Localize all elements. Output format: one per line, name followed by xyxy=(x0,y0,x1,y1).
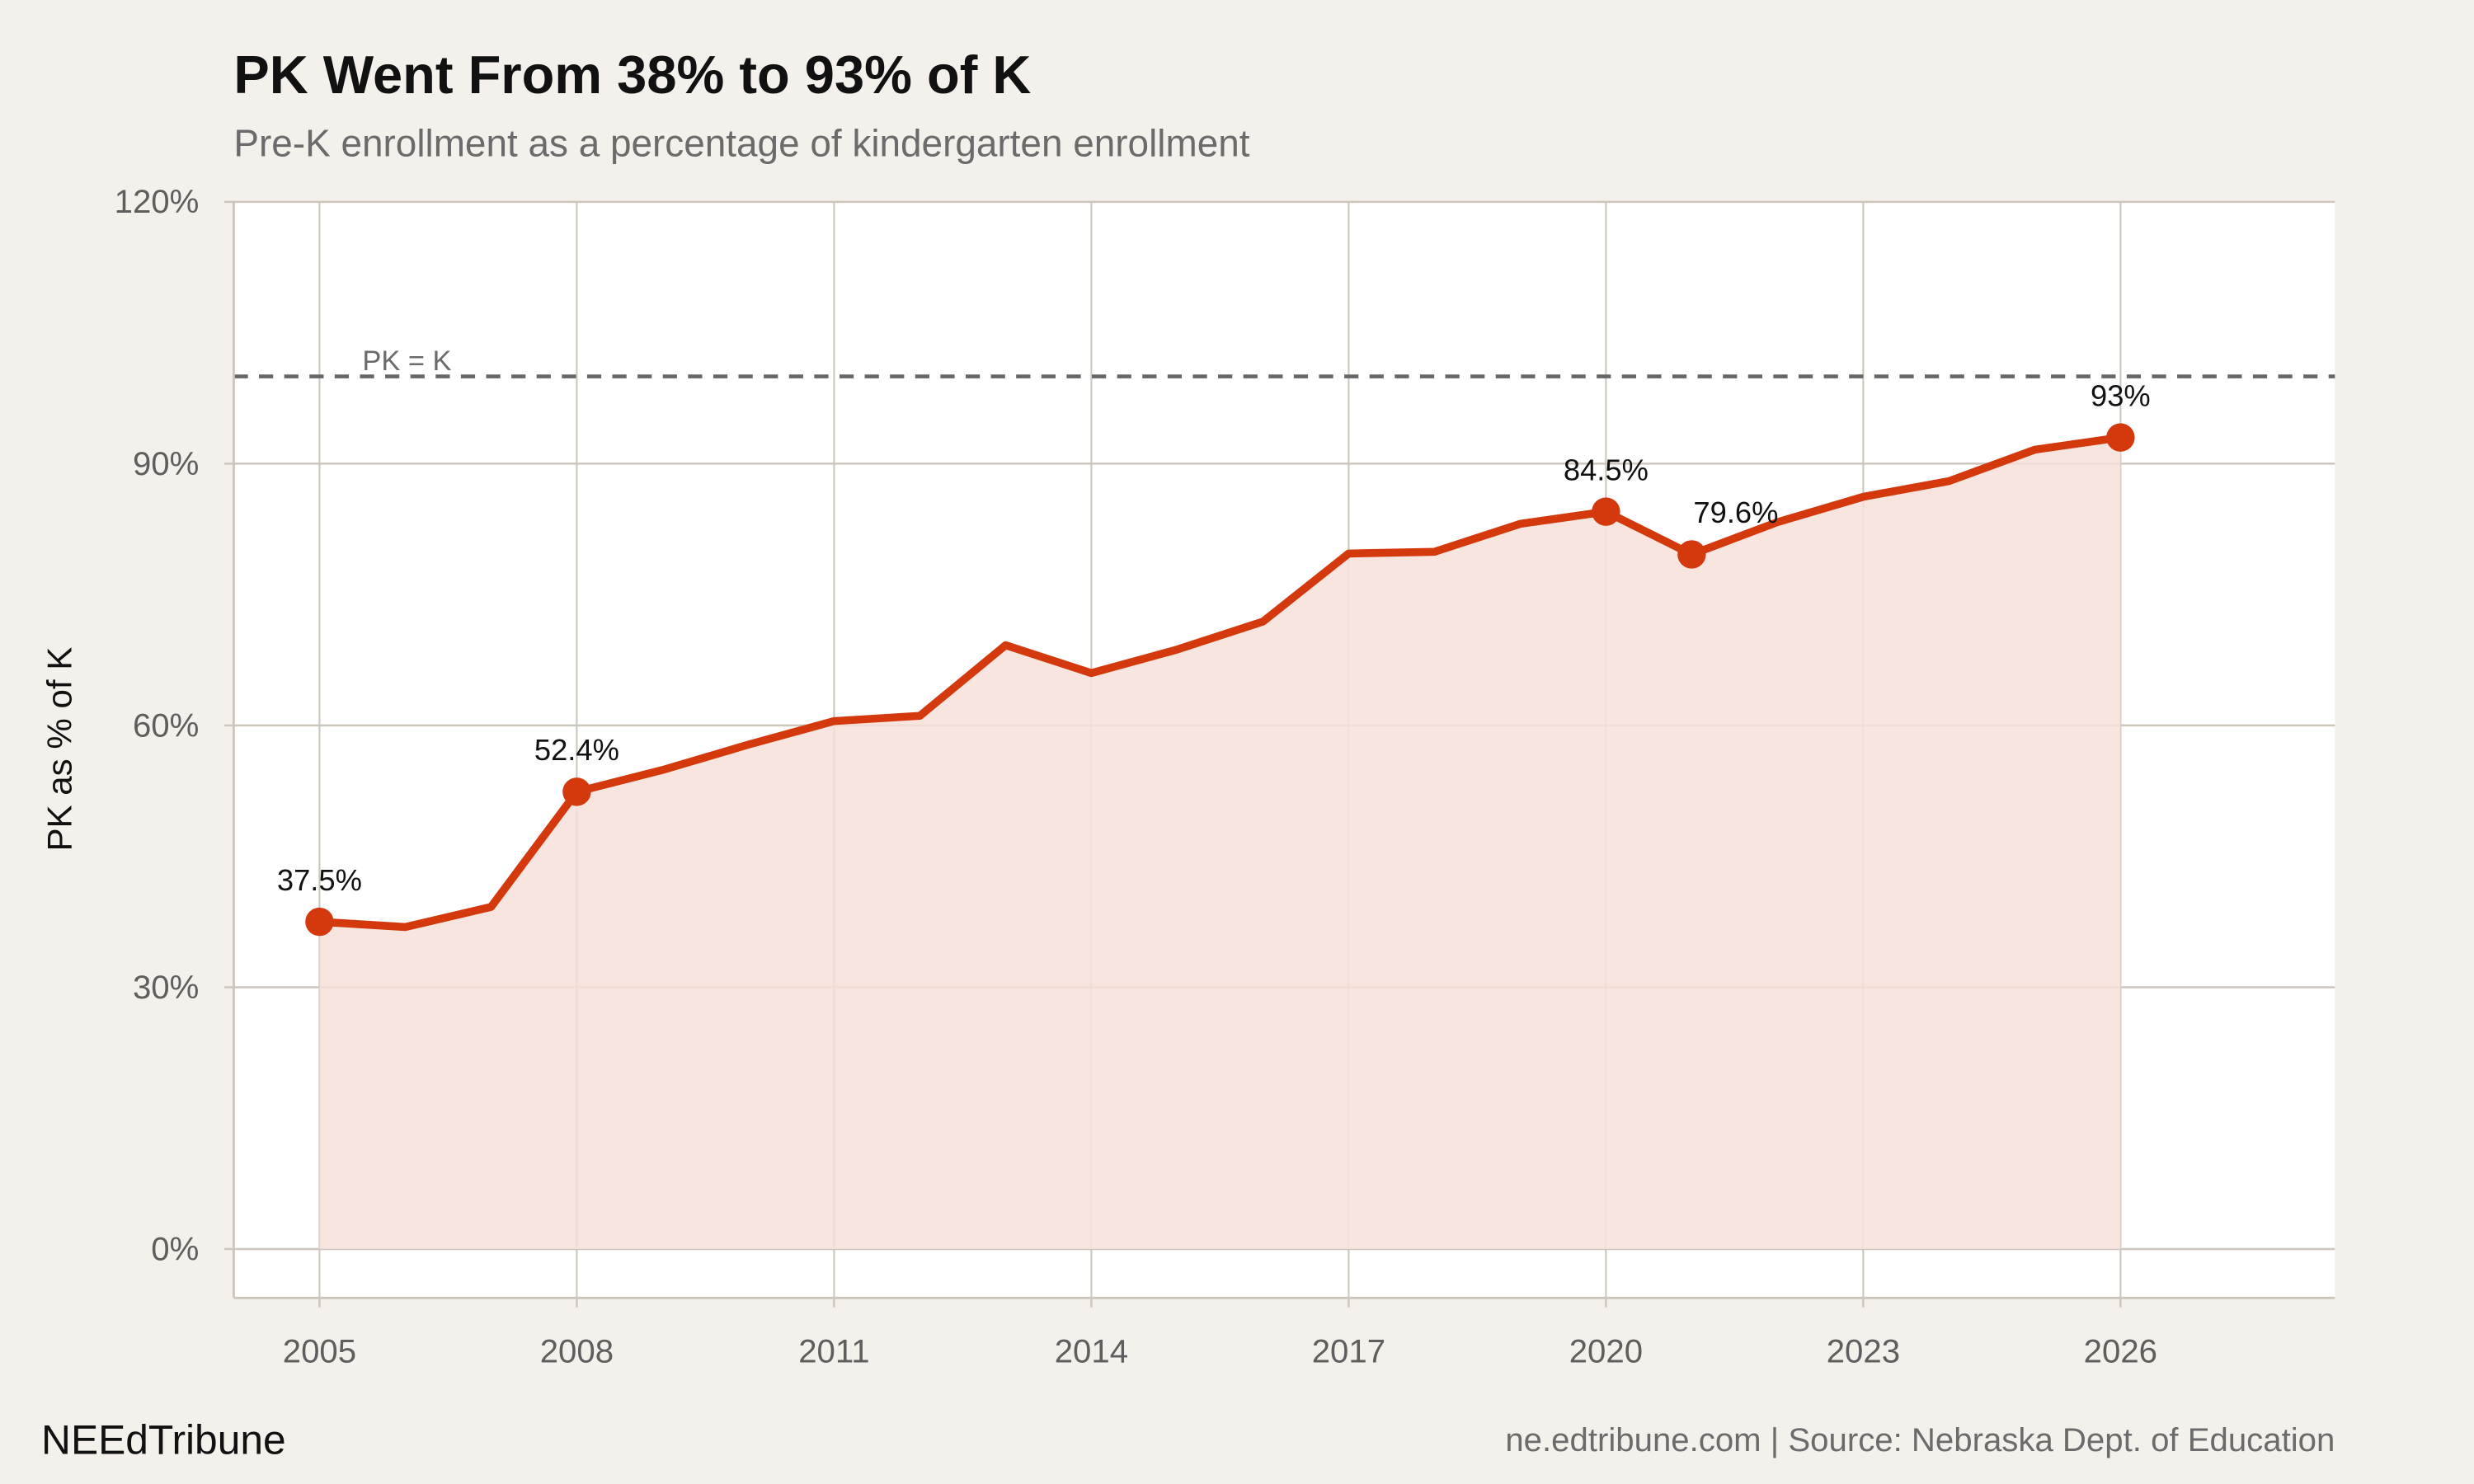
data-point-marker xyxy=(1592,497,1620,526)
source-note: ne.edtribune.com | Source: Nebraska Dept… xyxy=(1505,1421,2335,1458)
y-tick-label: 60% xyxy=(133,707,199,744)
x-tick-label: 2005 xyxy=(283,1333,356,1370)
x-tick-label: 2008 xyxy=(540,1333,614,1370)
data-point-marker xyxy=(305,907,334,937)
x-tick-label: 2026 xyxy=(2084,1333,2157,1370)
data-label: 84.5% xyxy=(1564,453,1649,486)
reference-line-label: PK = K xyxy=(362,345,451,377)
chart-subtitle: Pre-K enrollment as a percentage of kind… xyxy=(233,121,1249,164)
data-point-marker xyxy=(1677,540,1706,569)
y-axis-label: PK as % of K xyxy=(40,647,78,852)
x-tick-label: 2017 xyxy=(1312,1333,1385,1370)
data-point-marker xyxy=(2106,423,2135,452)
axis-ticks: 0% 30% 60% 90% 120% 2005 2008 2011 2014 2017 2020 2… xyxy=(115,183,2335,1370)
series-line xyxy=(319,433,2122,932)
data-marks: PK = K 37.5% 52.4% 84.5% 79.6% 93% xyxy=(233,345,2335,1250)
x-tick-label: 2020 xyxy=(1569,1333,1643,1370)
area-fill xyxy=(319,437,2121,1250)
data-label: 37.5% xyxy=(277,863,362,897)
x-tick-label: 2014 xyxy=(1055,1333,1128,1370)
chart-title: PK Went From 38% to 93% of K xyxy=(233,45,1031,105)
data-label: 79.6% xyxy=(1693,495,1778,529)
data-label: 52.4% xyxy=(534,733,619,767)
y-tick-label: 30% xyxy=(133,969,199,1006)
data-point-marker xyxy=(562,777,591,806)
data-label: 93% xyxy=(2091,378,2151,412)
x-tick-label: 2011 xyxy=(798,1333,869,1370)
y-tick-label: 90% xyxy=(133,445,199,482)
x-tick-label: 2023 xyxy=(1827,1333,1900,1370)
brand-label: NEEdTribune xyxy=(41,1417,286,1463)
y-tick-label: 120% xyxy=(115,183,200,220)
y-tick-label: 0% xyxy=(151,1230,199,1267)
